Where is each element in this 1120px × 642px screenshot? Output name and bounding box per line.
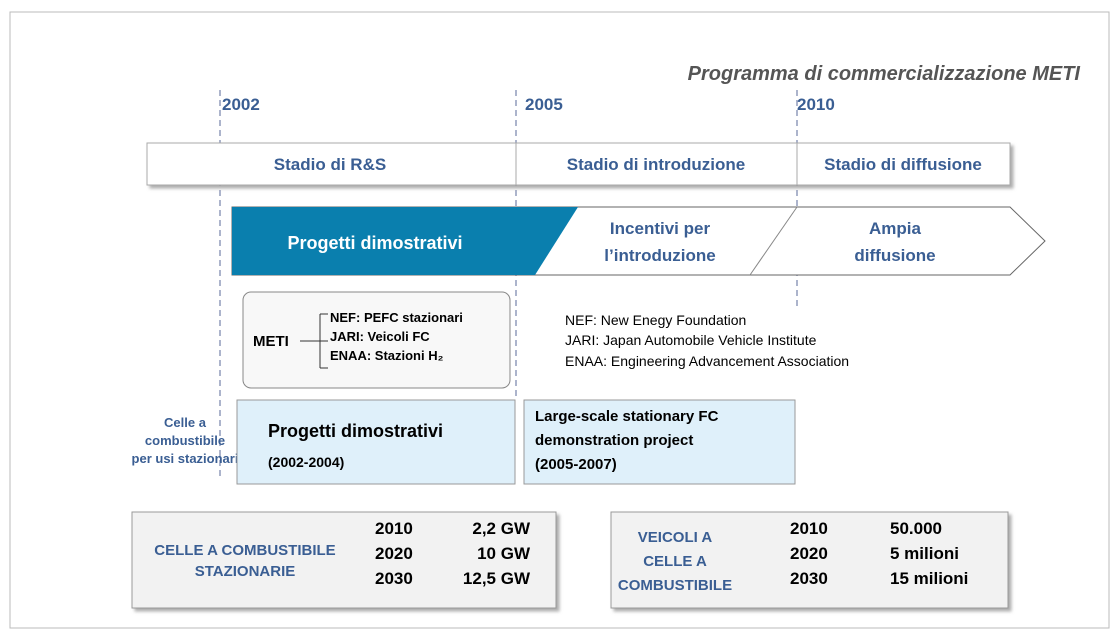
phase: Progetti dimostrativi — [287, 233, 462, 253]
year: 2005 — [525, 95, 563, 114]
target-box — [131, 511, 557, 609]
phase: Incentivi per — [610, 219, 711, 238]
phase: diffusione — [854, 246, 935, 265]
stage: Stadio di R&S — [274, 155, 386, 174]
year: 2002 — [222, 95, 260, 114]
bracket — [300, 313, 328, 369]
target-year: 2030 — [375, 569, 413, 588]
stage: Stadio di introduzione — [567, 155, 745, 174]
target-value: 2,2 GW — [472, 519, 531, 538]
frame — [9, 11, 1110, 629]
target-label: STAZIONARIE — [195, 563, 296, 580]
target-value: 10 GW — [477, 544, 531, 563]
divider — [749, 206, 798, 276]
project-box — [236, 399, 516, 485]
target-label: VEICOLI A — [638, 529, 713, 546]
meti-item: JARI: Veicoli FC — [330, 329, 430, 344]
target-year: 2020 — [790, 544, 828, 563]
target-value: 50.000 — [890, 519, 942, 538]
legend: NEF: New Enegy Foundation — [565, 312, 746, 328]
target-year: 2010 — [790, 519, 828, 538]
meti-item: ENAA: Stazioni H₂ — [330, 348, 444, 363]
meti-box — [242, 291, 511, 389]
legend: JARI: Japan Automobile Vehicle Institute — [565, 332, 817, 348]
target-label: COMBUSTIBILE — [618, 577, 732, 594]
project: (2002-2004) — [268, 454, 344, 470]
project: Progetti dimostrativi — [268, 421, 443, 441]
target-value: 5 milioni — [890, 544, 959, 563]
meti: METI — [253, 333, 289, 350]
target-label: CELLE A COMBUSTIBILE — [154, 542, 335, 559]
target-box — [610, 511, 1009, 609]
side-label: per usi stazionari — [132, 451, 239, 466]
project: Large-scale stationary FC — [535, 408, 719, 425]
meti-item: NEF: PEFC stazionari — [330, 310, 463, 325]
target-year: 2030 — [790, 569, 828, 588]
stage: Stadio di diffusione — [824, 155, 982, 174]
phase: l’introduzione — [604, 246, 715, 265]
target-value: 15 milioni — [890, 569, 968, 588]
target-year: 2010 — [375, 519, 413, 538]
phase: Ampia — [869, 219, 922, 238]
target-label: CELLE A — [643, 553, 707, 570]
target-year: 2020 — [375, 544, 413, 563]
arrow-phase — [232, 207, 578, 275]
legend: ENAA: Engineering Advancement Associatio… — [565, 353, 849, 369]
target-rows: 2010 2,2 GW 2020 10 GW 2030 12,5 GW 2010 50.000… — [375, 519, 968, 588]
side-label: combustibile — [145, 433, 225, 448]
side-label: Celle a — [164, 415, 207, 430]
title: Programma di commercializzazione METI — [688, 63, 1081, 85]
project: (2005-2007) — [535, 456, 617, 473]
target-value: 12,5 GW — [463, 569, 531, 588]
project: demonstration project — [535, 432, 693, 449]
year: 2010 — [797, 95, 835, 114]
stage-boxes — [146, 142, 1011, 186]
project-box — [523, 399, 796, 485]
